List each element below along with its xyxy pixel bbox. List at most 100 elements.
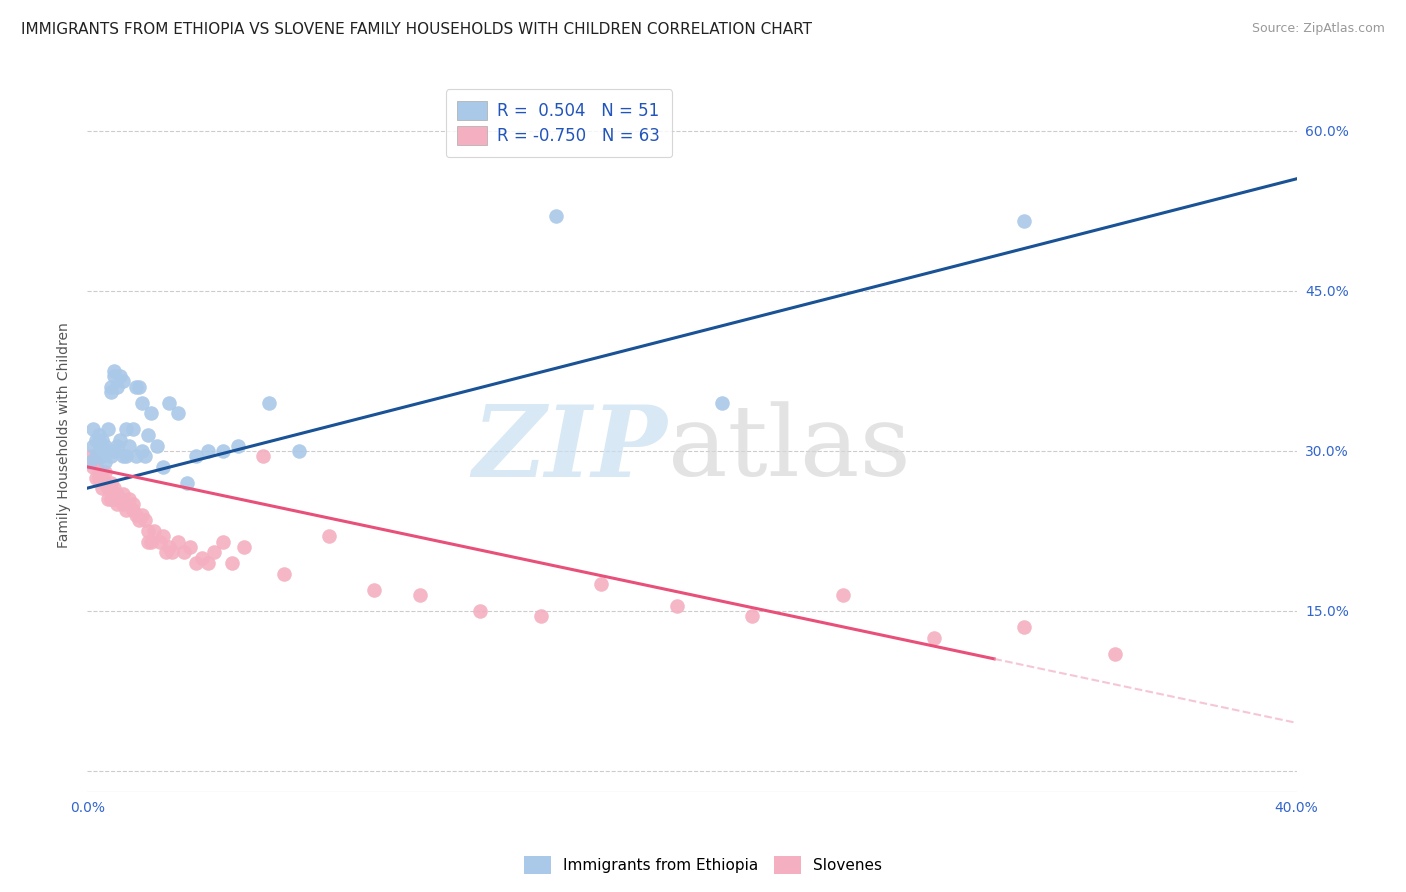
- Legend: R =  0.504   N = 51, R = -0.750   N = 63: R = 0.504 N = 51, R = -0.750 N = 63: [446, 89, 672, 157]
- Point: [110, 491, 132, 506]
- Point: [105, 380, 128, 394]
- Point: [100, 491, 122, 506]
- Point: [128, 380, 150, 394]
- Point: [139, 534, 162, 549]
- Point: [197, 556, 219, 570]
- Point: [202, 545, 225, 559]
- Point: [363, 582, 385, 597]
- Point: [152, 529, 174, 543]
- Point: [89, 427, 111, 442]
- Point: [124, 449, 146, 463]
- Point: [91, 449, 114, 463]
- Point: [136, 534, 159, 549]
- Point: [79, 449, 101, 463]
- Point: [221, 556, 243, 570]
- Point: [103, 369, 125, 384]
- Point: [530, 609, 553, 624]
- Point: [112, 497, 135, 511]
- Point: [173, 545, 195, 559]
- Point: [97, 423, 120, 437]
- Point: [139, 407, 162, 421]
- Point: [1014, 620, 1036, 634]
- Point: [157, 540, 180, 554]
- Point: [252, 449, 274, 463]
- Point: [131, 443, 153, 458]
- Point: [233, 540, 256, 554]
- Point: [257, 396, 280, 410]
- Point: [79, 454, 101, 468]
- Point: [91, 481, 114, 495]
- Point: [665, 599, 688, 613]
- Point: [167, 407, 190, 421]
- Point: [131, 508, 153, 522]
- Text: atlas: atlas: [668, 401, 911, 497]
- Point: [105, 438, 128, 452]
- Point: [105, 486, 128, 500]
- Point: [149, 534, 172, 549]
- Point: [228, 438, 250, 452]
- Point: [89, 465, 111, 479]
- Point: [184, 556, 207, 570]
- Point: [1104, 647, 1126, 661]
- Point: [711, 396, 734, 410]
- Point: [112, 449, 135, 463]
- Point: [94, 465, 117, 479]
- Point: [134, 513, 156, 527]
- Point: [176, 475, 198, 490]
- Point: [273, 566, 295, 581]
- Point: [288, 443, 311, 458]
- Point: [84, 433, 107, 447]
- Point: [100, 475, 122, 490]
- Point: [124, 380, 146, 394]
- Point: [110, 433, 132, 447]
- Point: [115, 502, 138, 516]
- Y-axis label: Family Households with Children: Family Households with Children: [58, 322, 72, 548]
- Point: [110, 369, 132, 384]
- Point: [97, 481, 120, 495]
- Point: [97, 443, 120, 458]
- Point: [184, 449, 207, 463]
- Point: [100, 449, 122, 463]
- Point: [131, 396, 153, 410]
- Point: [136, 427, 159, 442]
- Point: [91, 465, 114, 479]
- Point: [145, 438, 167, 452]
- Point: [84, 454, 107, 468]
- Point: [191, 550, 214, 565]
- Legend: Immigrants from Ethiopia, Slovenes: Immigrants from Ethiopia, Slovenes: [517, 850, 889, 880]
- Point: [82, 459, 104, 474]
- Point: [97, 491, 120, 506]
- Point: [94, 438, 117, 452]
- Point: [470, 604, 492, 618]
- Point: [124, 508, 146, 522]
- Point: [115, 449, 138, 463]
- Point: [832, 588, 855, 602]
- Point: [84, 449, 107, 463]
- Point: [121, 423, 143, 437]
- Point: [741, 609, 763, 624]
- Point: [82, 423, 104, 437]
- Point: [105, 497, 128, 511]
- Point: [155, 545, 177, 559]
- Point: [94, 454, 117, 468]
- Point: [160, 545, 183, 559]
- Point: [121, 502, 143, 516]
- Point: [318, 529, 340, 543]
- Point: [152, 459, 174, 474]
- Point: [115, 423, 138, 437]
- Point: [100, 380, 122, 394]
- Point: [544, 209, 567, 223]
- Point: [89, 470, 111, 484]
- Point: [922, 631, 945, 645]
- Point: [121, 497, 143, 511]
- Text: IMMIGRANTS FROM ETHIOPIA VS SLOVENE FAMILY HOUSEHOLDS WITH CHILDREN CORRELATION : IMMIGRANTS FROM ETHIOPIA VS SLOVENE FAMI…: [21, 22, 813, 37]
- Point: [157, 396, 180, 410]
- Point: [94, 475, 117, 490]
- Point: [103, 443, 125, 458]
- Point: [89, 443, 111, 458]
- Point: [128, 513, 150, 527]
- Point: [167, 534, 190, 549]
- Point: [103, 491, 125, 506]
- Point: [179, 540, 201, 554]
- Point: [112, 375, 135, 389]
